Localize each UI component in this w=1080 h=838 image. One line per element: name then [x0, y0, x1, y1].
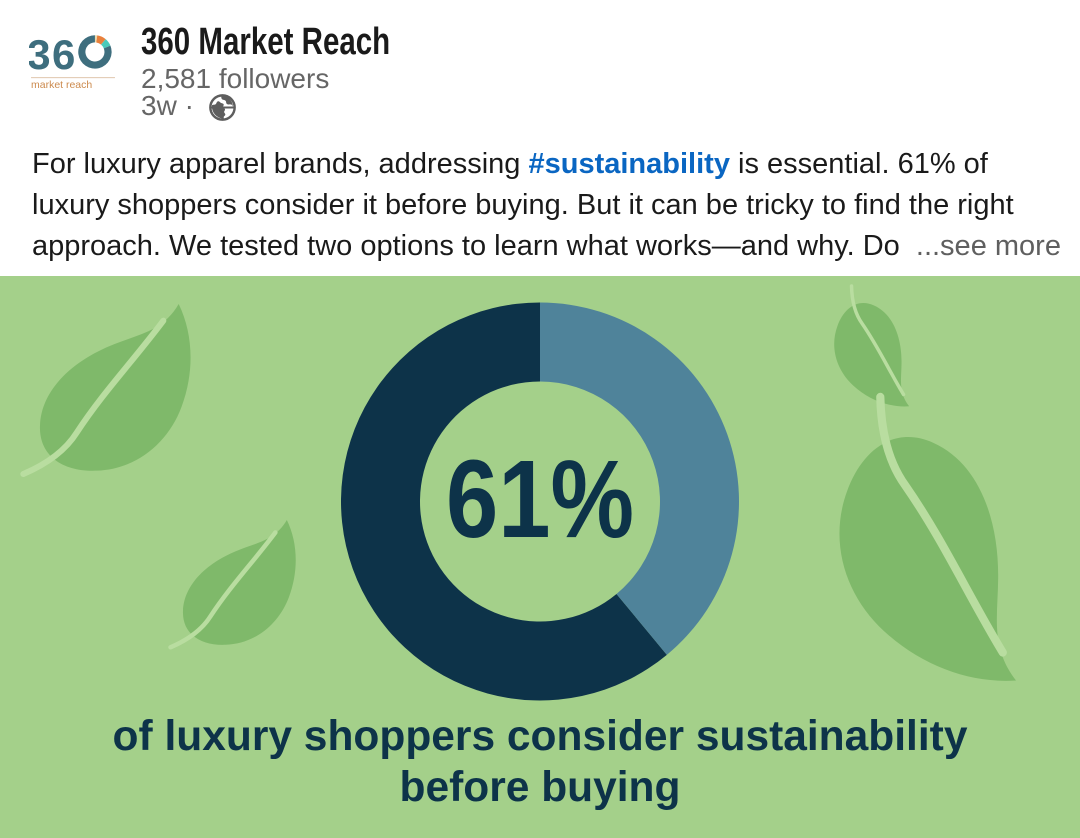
- svg-text:6: 6: [52, 31, 74, 78]
- svg-text:market reach: market reach: [31, 80, 92, 91]
- svg-text:3: 3: [29, 31, 49, 78]
